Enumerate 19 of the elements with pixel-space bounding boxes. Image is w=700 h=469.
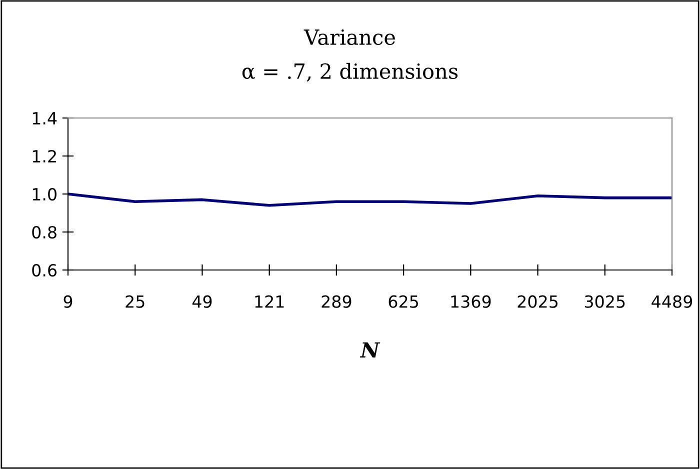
chart-subtitle: α = .7, 2 dimensions (242, 62, 458, 82)
y-tick-label: 1.4 (32, 112, 57, 124)
x-tick-label: 3025 (584, 295, 625, 308)
x-tick-label: 121 (255, 295, 284, 308)
x-tick-label: 4489 (652, 295, 692, 308)
x-tick-label: 289 (322, 295, 352, 308)
line-series (68, 192, 672, 207)
x-tick-label: 2025 (518, 295, 558, 308)
y-tick-label: 1.2 (32, 150, 56, 162)
x-tick-label: 1369 (451, 295, 491, 308)
y-tick-label: 0.6 (32, 264, 57, 277)
x-axis-title: N (360, 342, 380, 358)
chart-title: Variance (304, 29, 395, 46)
y-tick-label: 1.0 (32, 188, 56, 201)
x-tick-label: 625 (388, 295, 418, 308)
x-tick-label: 25 (126, 295, 144, 308)
x-tick-label: 49 (192, 295, 212, 308)
x-tick-label: 9 (64, 295, 72, 308)
y-tick-label: 0.8 (32, 226, 56, 239)
